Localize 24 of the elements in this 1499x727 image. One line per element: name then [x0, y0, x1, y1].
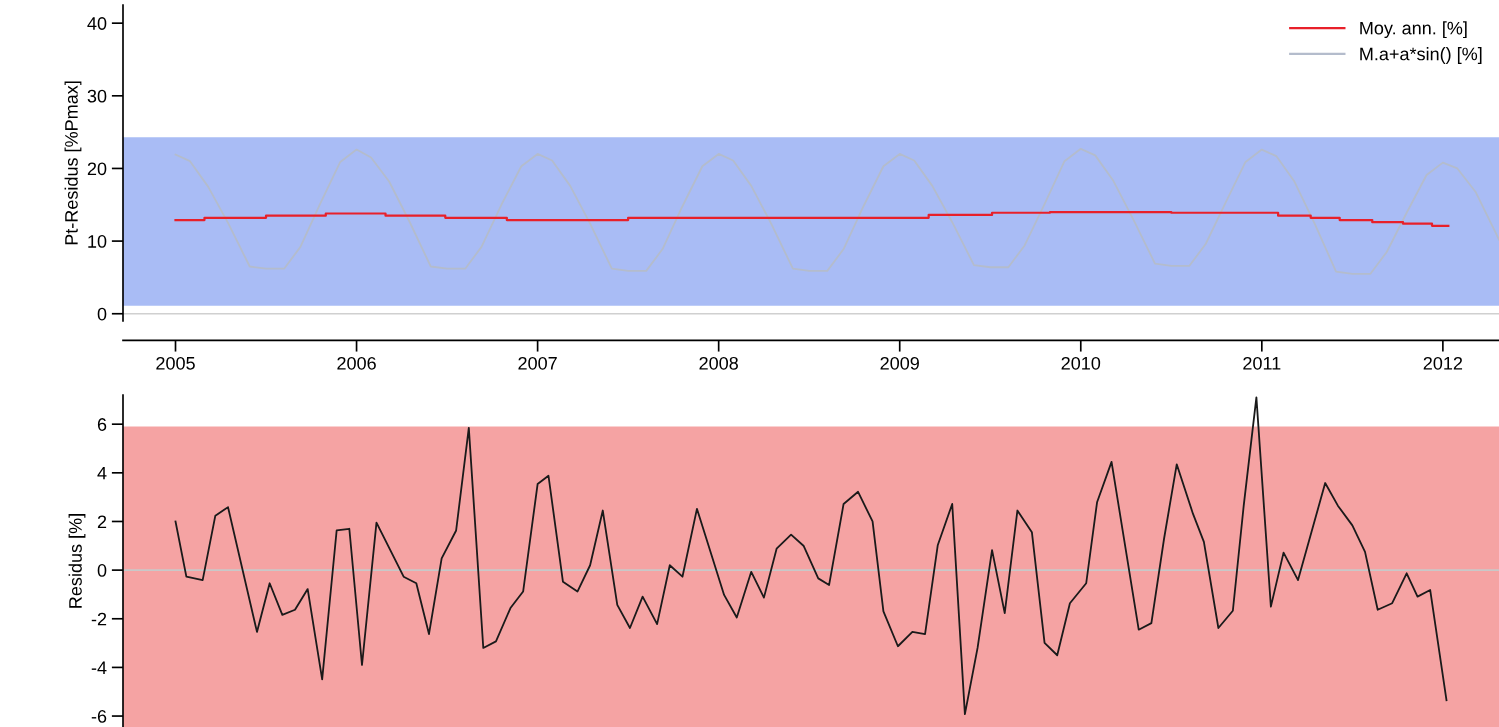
y-axis-title: Residus [%]: [68, 514, 86, 608]
y-tick-label: -6: [91, 709, 107, 723]
y-tick-label: 10: [88, 235, 107, 248]
y-tick-label: -2: [91, 612, 107, 626]
y-tick-label: 0: [97, 307, 107, 321]
y-axis-title: Pt-Residus [%Pmax]: [64, 81, 82, 245]
x-tick-label: 2008: [699, 356, 738, 370]
x-tick-label: 2005: [156, 356, 195, 370]
legend-label: M.a+a*sin() [%]: [1360, 47, 1482, 64]
y-tick-label: 4: [97, 466, 107, 480]
y-tick-label: 30: [87, 89, 107, 103]
x-tick-label: 2011: [1243, 356, 1281, 370]
y-tick-label: 2: [97, 515, 107, 529]
x-tick-label: 2012: [1423, 356, 1463, 370]
y-tick-label: -4: [91, 661, 107, 674]
y-tick-label: 6: [97, 418, 107, 431]
x-tick-label: 2006: [337, 356, 376, 370]
legend-label: Moy. ann. [%]: [1360, 21, 1467, 39]
x-tick-label: 2007: [518, 356, 557, 370]
y-tick-label: 20: [87, 162, 107, 176]
y-tick-label: 0: [97, 564, 107, 577]
x-tick-label: 2010: [1061, 356, 1101, 370]
x-tick-label: 2009: [880, 356, 919, 370]
y-tick-label: 40: [87, 17, 107, 30]
